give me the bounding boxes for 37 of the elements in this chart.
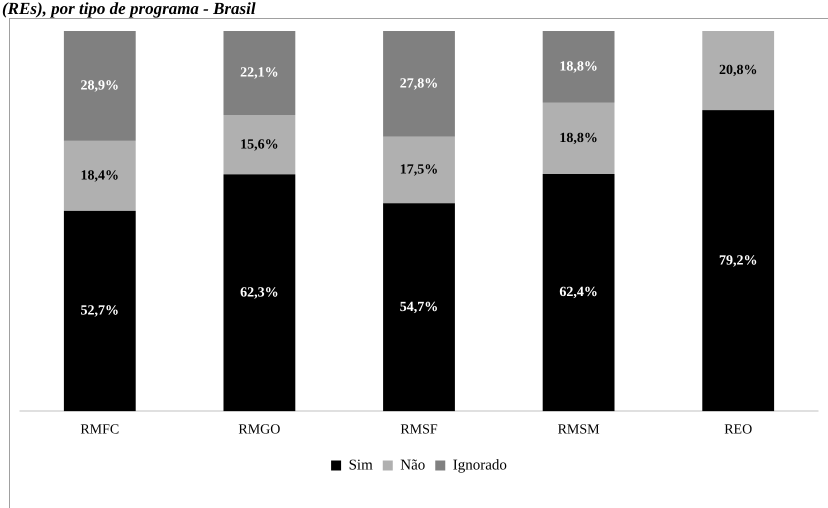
bar — [64, 210, 136, 412]
data-label: 15,6% — [240, 137, 279, 152]
data-label: 18,4% — [80, 168, 120, 184]
x-tick-label: RMSM — [558, 422, 600, 438]
bar — [383, 31, 455, 137]
data-label: 18,8% — [559, 59, 598, 74]
legend-label: Ignorado — [452, 457, 507, 474]
bar — [64, 31, 136, 141]
x-tick-label: REO — [724, 422, 752, 438]
legend-label: Não — [400, 457, 426, 474]
data-label: 52,7% — [80, 304, 120, 319]
data-label: 22,1% — [240, 66, 279, 81]
bar — [542, 31, 615, 102]
x-tick-label: RMSF — [400, 422, 438, 438]
chart-title: (REs), por tipo de programa - Brasil — [2, 0, 256, 19]
bar — [223, 115, 296, 174]
data-label: 27,8% — [400, 76, 438, 92]
bar — [542, 174, 615, 412]
bar — [223, 174, 296, 412]
bar — [383, 136, 455, 204]
x-tick-label: RMGO — [238, 422, 280, 438]
bar — [64, 140, 136, 211]
data-label: 17,5% — [400, 162, 438, 178]
bar — [383, 203, 455, 412]
bar — [702, 31, 774, 110]
data-label: 54,7% — [400, 300, 438, 315]
bar — [542, 102, 615, 174]
data-label: 28,9% — [80, 78, 120, 94]
legend-label: Sim — [348, 457, 374, 474]
data-label: 62,4% — [559, 285, 598, 300]
x-tick-label: RMFC — [80, 422, 120, 438]
bar — [223, 31, 296, 116]
data-label: 62,3% — [240, 285, 279, 300]
bar — [702, 110, 774, 412]
data-label: 20,8% — [718, 63, 758, 78]
data-label: 79,2% — [718, 253, 758, 268]
data-label: 18,8% — [559, 130, 598, 146]
